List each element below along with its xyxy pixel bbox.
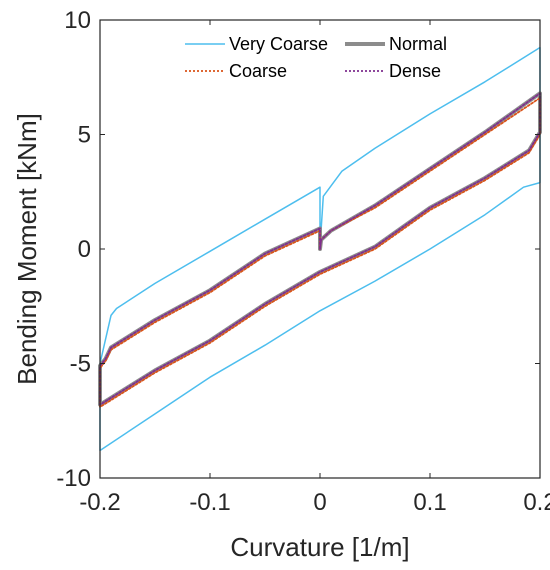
y-tick-label: 5 [78, 122, 91, 149]
y-axis-ticks: -10 -5 0 5 10 [56, 7, 540, 492]
legend-label-coarse: Coarse [229, 61, 287, 81]
legend-label-very-coarse: Very Coarse [229, 34, 328, 54]
y-tick-label: 10 [64, 7, 91, 34]
x-tick-label: 0.1 [413, 489, 446, 516]
x-tick-label: 0 [313, 489, 326, 516]
x-tick-label: -0.1 [189, 489, 230, 516]
x-tick-label: 0.2 [523, 489, 550, 516]
x-axis-ticks: -0.2 -0.1 0 0.1 0.2 [79, 20, 550, 516]
series-layer [98, 46, 542, 452]
x-tick-label: -0.2 [79, 489, 120, 516]
legend-label-dense: Dense [389, 61, 441, 81]
y-axis-title: Bending Moment [kNm] [12, 113, 42, 385]
legend-label-normal: Normal [389, 34, 447, 54]
y-tick-label: -5 [70, 351, 91, 378]
series-line-very-coarse [99, 46, 541, 452]
y-tick-label: -10 [56, 465, 91, 492]
series-line-coarse [99, 97, 541, 408]
x-axis-title: Curvature [1/m] [230, 532, 409, 562]
y-tick-label: 0 [78, 236, 91, 263]
series-line-dense [99, 92, 541, 406]
legend: Very Coarse Normal Coarse Dense [185, 34, 447, 81]
